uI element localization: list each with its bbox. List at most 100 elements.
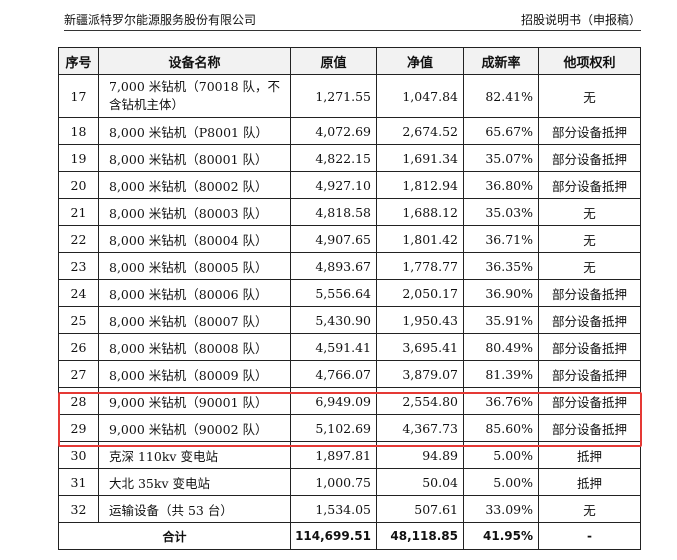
equipment-name: 8,000 米钻机（80006 队）: [98, 279, 291, 307]
equipment-name: 8,000 米钻机（80005 队）: [98, 252, 291, 280]
row-index: 31: [58, 468, 99, 496]
table-row: 26 8,000 米钻机（80008 队） 4,591.41 3,695.41 80.4…: [58, 333, 641, 361]
original-value: 5,556.64: [290, 279, 377, 307]
row-index: 28: [58, 387, 99, 415]
net-value: 1,801.42: [376, 225, 464, 253]
row-index: 27: [58, 360, 99, 388]
table-row: 19 8,000 米钻机（80001 队） 4,822.15 1,691.34 35.0…: [58, 144, 641, 172]
net-value: 2,674.52: [376, 117, 464, 145]
other-rights: 无: [538, 495, 641, 523]
other-rights: 无: [538, 252, 641, 280]
original-value: 1,271.55: [290, 74, 377, 118]
row-index: 26: [58, 333, 99, 361]
table-row: 27 8,000 米钻机（80009 队） 4,766.07 3,879.07 81.3…: [58, 360, 641, 388]
total-newness-rate: 41.95%: [463, 522, 539, 550]
total-original-value: 114,699.51: [290, 522, 377, 550]
newness-rate: 5.00%: [463, 441, 539, 469]
other-rights: 部分设备抵押: [538, 414, 641, 442]
original-value: 5,430.90: [290, 306, 377, 334]
original-value: 4,893.67: [290, 252, 377, 280]
other-rights: 部分设备抵押: [538, 306, 641, 334]
row-index: 24: [58, 279, 99, 307]
other-rights: 抵押: [538, 441, 641, 469]
row-index: 21: [58, 198, 99, 226]
net-value: 1,812.94: [376, 171, 464, 199]
other-rights: 部分设备抵押: [538, 333, 641, 361]
table-header-row: 序号 设备名称 原值 净值 成新率 他项权利: [58, 47, 641, 75]
equipment-name: 8,000 米钻机（80007 队）: [98, 306, 291, 334]
net-value: 2,050.17: [376, 279, 464, 307]
table-row: 18 8,000 米钻机（P8001 队） 4,072.69 2,674.52 65.6…: [58, 117, 641, 145]
net-value: 50.04: [376, 468, 464, 496]
other-rights: 抵押: [538, 468, 641, 496]
net-value: 3,879.07: [376, 360, 464, 388]
row-index: 25: [58, 306, 99, 334]
row-index: 20: [58, 171, 99, 199]
newness-rate: 35.03%: [463, 198, 539, 226]
newness-rate: 33.09%: [463, 495, 539, 523]
table-row: 25 8,000 米钻机（80007 队） 5,430.90 1,950.43 35.9…: [58, 306, 641, 334]
other-rights: 部分设备抵押: [538, 117, 641, 145]
row-index: 17: [58, 74, 99, 118]
original-value: 4,818.58: [290, 198, 377, 226]
table-row: 28 9,000 米钻机（90001 队） 6,949.09 2,554.80 36.7…: [58, 387, 641, 415]
original-value: 4,591.41: [290, 333, 377, 361]
other-rights: 部分设备抵押: [538, 171, 641, 199]
row-index: 32: [58, 495, 99, 523]
row-index: 23: [58, 252, 99, 280]
equipment-name: 8,000 米钻机（80008 队）: [98, 333, 291, 361]
net-value: 1,950.43: [376, 306, 464, 334]
equipment-name: 8,000 米钻机（P8001 队）: [98, 117, 291, 145]
equipment-name: 运输设备（共 53 台）: [98, 495, 291, 523]
net-value: 1,688.12: [376, 198, 464, 226]
newness-rate: 5.00%: [463, 468, 539, 496]
other-rights: 无: [538, 198, 641, 226]
newness-rate: 80.49%: [463, 333, 539, 361]
newness-rate: 36.71%: [463, 225, 539, 253]
company-name: 新疆派特罗尔能源服务股份有限公司: [64, 13, 257, 27]
total-label: 合计: [58, 522, 291, 550]
table-row: 29 9,000 米钻机（90002 队） 5,102.69 4,367.73 85.6…: [58, 414, 641, 442]
document-type: 招股说明书（申报稿）: [520, 13, 641, 27]
net-value: 2,554.80: [376, 387, 464, 415]
original-value: 4,907.65: [290, 225, 377, 253]
col-header-newness-rate: 成新率: [463, 47, 539, 75]
equipment-name: 8,000 米钻机（80003 队）: [98, 198, 291, 226]
equipment-name: 大北 35kv 变电站: [98, 468, 291, 496]
equipment-name: 8,000 米钻机（80004 队）: [98, 225, 291, 253]
original-value: 4,927.10: [290, 171, 377, 199]
other-rights: 无: [538, 74, 641, 118]
total-row: 合计 114,699.51 48,118.85 41.95% -: [58, 522, 641, 550]
net-value: 4,367.73: [376, 414, 464, 442]
original-value: 1,534.05: [290, 495, 377, 523]
original-value: 4,766.07: [290, 360, 377, 388]
equipment-name: 9,000 米钻机（90001 队）: [98, 387, 291, 415]
net-value: 1,691.34: [376, 144, 464, 172]
table-row: 32 运输设备（共 53 台） 1,534.05 507.61 33.09% 无: [58, 495, 641, 523]
col-header-original-value: 原值: [290, 47, 377, 75]
equipment-name: 7,000 米钻机（70018 队，不含钻机主体）: [98, 74, 291, 118]
other-rights: 部分设备抵押: [538, 144, 641, 172]
row-index: 30: [58, 441, 99, 469]
equipment-name: 8,000 米钻机（80001 队）: [98, 144, 291, 172]
table-row: 24 8,000 米钻机（80006 队） 5,556.64 2,050.17 36.9…: [58, 279, 641, 307]
equipment-table: 序号 设备名称 原值 净值 成新率 他项权利 17 7,000 米钻机（70018…: [58, 47, 641, 550]
table-row: 30 克深 110kv 变电站 1,897.81 94.89 5.00% 抵押: [58, 441, 641, 469]
newness-rate: 36.90%: [463, 279, 539, 307]
equipment-name: 克深 110kv 变电站: [98, 441, 291, 469]
table-row: 23 8,000 米钻机（80005 队） 4,893.67 1,778.77 36.3…: [58, 252, 641, 280]
table-row: 31 大北 35kv 变电站 1,000.75 50.04 5.00% 抵押: [58, 468, 641, 496]
net-value: 1,778.77: [376, 252, 464, 280]
page-header: 新疆派特罗尔能源服务股份有限公司 招股说明书（申报稿）: [64, 8, 641, 31]
equipment-name: 9,000 米钻机（90002 队）: [98, 414, 291, 442]
other-rights: 部分设备抵押: [538, 360, 641, 388]
equipment-name: 8,000 米钻机（80009 队）: [98, 360, 291, 388]
other-rights: 部分设备抵押: [538, 279, 641, 307]
original-value: 5,102.69: [290, 414, 377, 442]
table-row: 17 7,000 米钻机（70018 队，不含钻机主体） 1,271.55 1,047…: [58, 74, 641, 118]
col-header-net-value: 净值: [376, 47, 464, 75]
newness-rate: 81.39%: [463, 360, 539, 388]
table-row: 20 8,000 米钻机（80002 队） 4,927.10 1,812.94 36.8…: [58, 171, 641, 199]
col-header-index: 序号: [58, 47, 99, 75]
newness-rate: 35.91%: [463, 306, 539, 334]
